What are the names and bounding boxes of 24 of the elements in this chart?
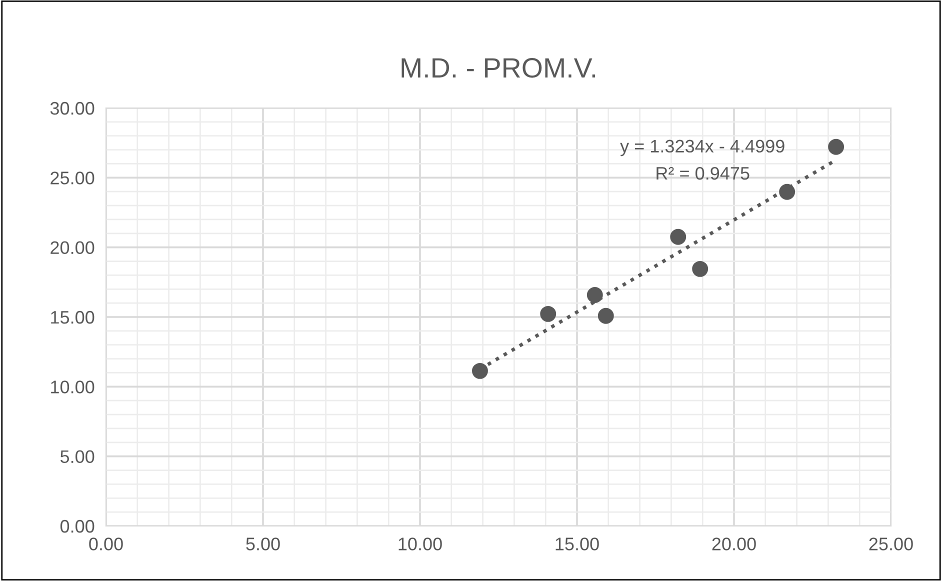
y-tick-label: 20.00 [50,241,94,254]
x-tick-label: 20.00 [712,538,756,550]
x-tick-label: 10.00 [398,538,442,550]
y-tick-label: 0.00 [60,520,94,533]
point [586,287,603,303]
x-tick-label: 25.00 [869,538,913,550]
x-tick-label: 5.00 [246,538,280,550]
point [598,308,614,324]
y-tick-label: 15.00 [51,310,94,324]
point [540,306,556,322]
point [692,260,708,277]
y-tick-label: 30.00 [50,102,94,115]
point [779,184,796,200]
y-tick-label: 10.00 [51,380,94,394]
point [670,228,686,245]
y-tick-label: 25.00 [50,172,94,184]
point [828,138,844,155]
annotation: R² = 0.9475 [656,166,750,180]
annotation: y = 1.3234x - 4.4999 [620,140,784,156]
y-tick-label: 5.00 [60,450,94,464]
x-tick-label: 15.00 [556,538,599,550]
chart-title: M.D. - PROM.V. [402,58,596,78]
point [472,362,488,379]
x-tick-label: 0.00 [89,538,123,550]
